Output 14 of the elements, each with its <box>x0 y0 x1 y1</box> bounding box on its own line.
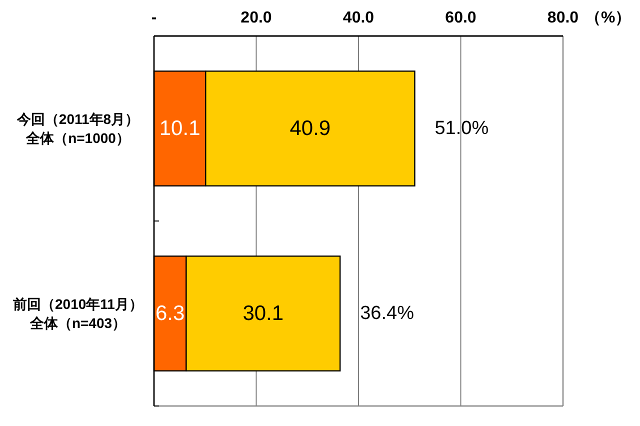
data-label: 30.1 <box>242 302 284 325</box>
total-label: 36.4% <box>360 303 414 324</box>
tick-label: 60.0 <box>445 10 476 26</box>
tick-label: 20.0 <box>240 10 272 26</box>
data-label: 6.3 <box>156 302 185 325</box>
data-label: 40.9 <box>290 117 331 140</box>
category-label: 前回（2010年11月）全体（n=403） <box>12 294 144 332</box>
axis-title: （%） <box>585 10 632 26</box>
tick-label: - <box>151 10 157 26</box>
total-label: 51.0% <box>434 118 489 139</box>
data-label: 10.1 <box>159 117 200 140</box>
tick-label: 40.0 <box>342 10 374 26</box>
category-label: 今回（2011年8月）全体（n=1000） <box>16 110 140 148</box>
tick-label: 80.0 <box>547 10 579 26</box>
